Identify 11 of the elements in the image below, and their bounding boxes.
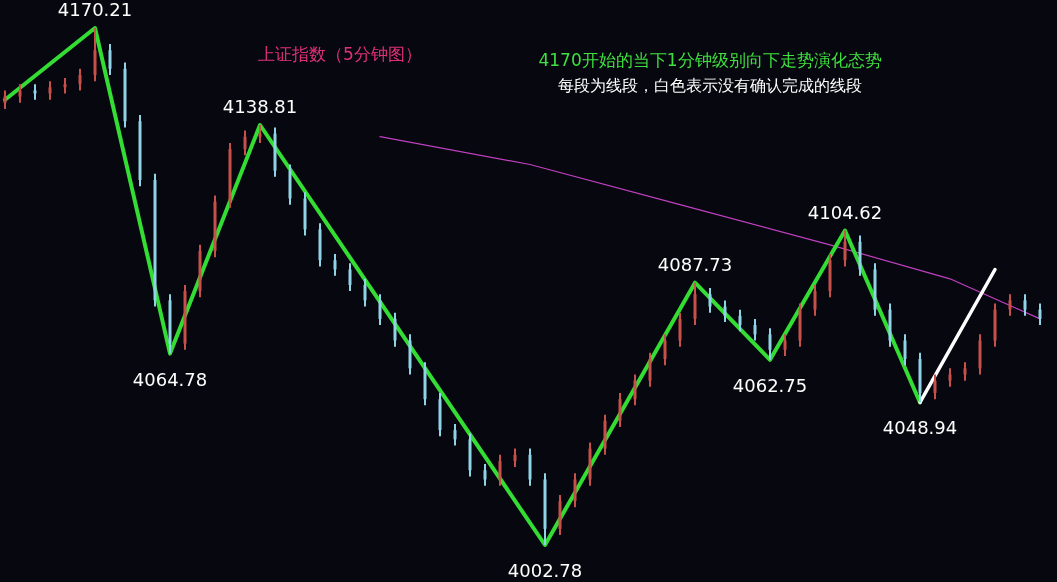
data-label: 4104.62 — [807, 201, 883, 223]
text: 4170开始的当下1分钟级别向下走势演化态势 — [538, 50, 882, 70]
data-label: 4170.21 — [57, 0, 133, 20]
data-label: 4062.75 — [732, 374, 808, 396]
data-label: 4002.78 — [507, 560, 583, 581]
data-label: 4087.73 — [657, 253, 733, 275]
data-label: 4064.78 — [132, 368, 208, 390]
data-label: 4138.81 — [222, 95, 298, 117]
annotation: 每段为线段，白色表示没有确认完成的线段 — [558, 76, 862, 95]
data-label: 4048.94 — [882, 417, 958, 439]
text: 上证指数（5分钟图） — [258, 44, 422, 64]
